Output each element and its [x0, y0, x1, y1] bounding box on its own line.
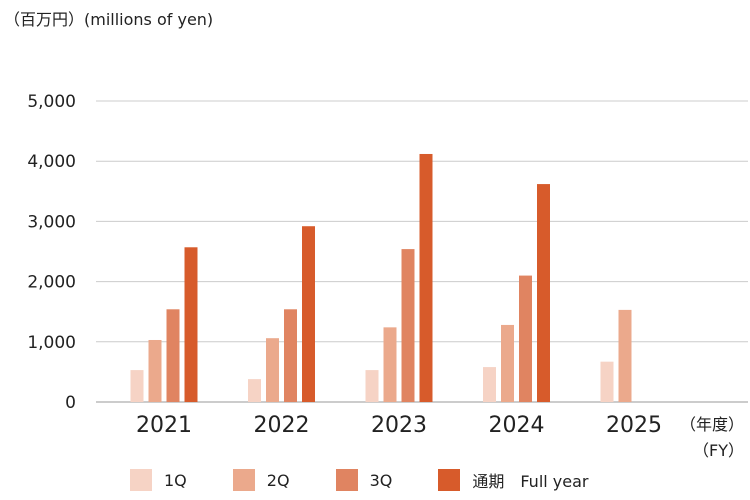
bar-q2-2023	[383, 327, 397, 402]
fiscal-year-label-en: （FY）	[693, 441, 744, 460]
y-tick-label: 1,000	[27, 333, 76, 353]
x-tick-label: 2023	[371, 413, 427, 438]
legend-item-q1: 1Q	[130, 469, 187, 491]
unit-label: （百万円）(millions of yen)	[4, 10, 214, 29]
legend-swatch-q3	[335, 469, 358, 491]
bar-q2-2024	[501, 324, 514, 402]
bar-q1-2021	[130, 370, 144, 402]
legend-item-q3: 3Q	[335, 469, 393, 491]
bar-q1-2025	[600, 361, 614, 402]
y-tick-label: 5,000	[27, 92, 76, 112]
x-tick-label: 2025	[606, 413, 662, 438]
bar-q3-2022	[284, 309, 297, 402]
bar-full-2022	[302, 226, 315, 402]
y-tick-label: 2,000	[27, 273, 76, 293]
legend-label-q1: 1Q	[164, 470, 187, 490]
bar-q3-2021	[166, 309, 180, 402]
bar-q3-2023	[401, 249, 415, 402]
bar-q1-2023	[365, 370, 379, 402]
x-tick-label: 2024	[489, 413, 545, 438]
legend-item-full-year: 通期 Full year	[438, 468, 589, 492]
legend-swatch-full-year	[438, 469, 461, 491]
y-tick-label: 3,000	[27, 212, 76, 232]
bar-q1-2022	[248, 379, 261, 402]
x-tick-label: 2021	[136, 413, 192, 438]
bar-q1-2024	[483, 367, 496, 402]
bar-full-2021	[184, 247, 198, 402]
fiscal-year-label-jp: （年度）	[679, 415, 744, 434]
legend-item-q2: 2Q	[232, 469, 290, 491]
legend-label-q2: 2Q	[266, 470, 290, 490]
bar-q2-2022	[266, 338, 279, 402]
x-tick-label: 2022	[254, 413, 310, 438]
legend-label-q3: 3Q	[369, 470, 393, 490]
legend-label-full-year: 通期 Full year	[472, 472, 589, 491]
bar-q3-2024	[519, 275, 532, 402]
y-tick-label: 4,000	[27, 152, 76, 172]
bar-q2-2021	[148, 339, 162, 402]
legend-swatch-q1	[130, 469, 152, 491]
fiscal-year-axis-label: （年度） （FY）	[680, 412, 744, 464]
bar-full-2023	[419, 153, 433, 402]
bar-full-2024	[537, 184, 550, 402]
bar-q2-2025	[618, 309, 632, 402]
legend: 1Q 2Q 3Q 通期 Full year	[130, 468, 635, 492]
legend-swatch-q2	[232, 469, 255, 491]
y-tick-label: 0	[65, 393, 76, 413]
